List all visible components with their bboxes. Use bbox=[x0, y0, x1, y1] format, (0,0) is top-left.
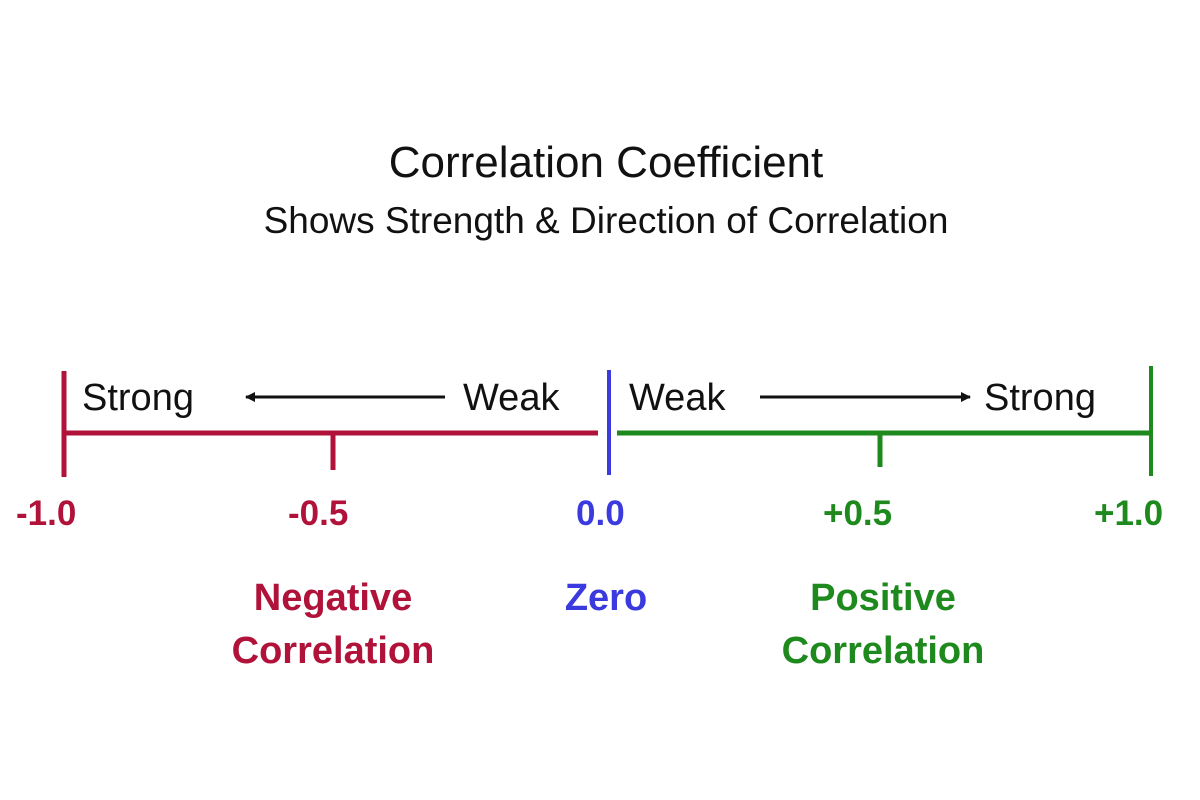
tick-label-zero: 0.0 bbox=[576, 494, 625, 533]
positive-axis-segment bbox=[617, 366, 1153, 476]
tick-label-neg-0-5: -0.5 bbox=[288, 494, 349, 533]
negative-label-line2: Correlation bbox=[231, 630, 435, 672]
positive-label-line2: Correlation bbox=[781, 630, 985, 672]
positive-weak-label: Weak bbox=[629, 377, 726, 419]
tick-label-pos-1: +1.0 bbox=[1094, 494, 1164, 533]
negative-axis-segment bbox=[61, 371, 598, 477]
negative-correlation-label: Negative Correlation bbox=[193, 572, 473, 678]
diagram-title: Correlation Coefficient bbox=[388, 138, 824, 187]
tick-label-neg-1: -1.0 bbox=[16, 494, 77, 533]
zero-correlation-label: Zero bbox=[526, 572, 686, 625]
positive-correlation-label: Positive Correlation bbox=[743, 572, 1023, 678]
zero-label-line1: Zero bbox=[564, 577, 648, 619]
tick-label-pos-0-5: +0.5 bbox=[823, 494, 893, 533]
positive-label-line1: Positive bbox=[810, 577, 956, 619]
negative-strong-label: Strong bbox=[82, 377, 194, 419]
positive-strong-label: Strong bbox=[984, 377, 1096, 419]
diagram-subtitle: Shows Strength & Direction of Correlatio… bbox=[263, 200, 949, 241]
negative-weak-label: Weak bbox=[463, 377, 560, 419]
negative-label-line1: Negative bbox=[253, 577, 413, 619]
